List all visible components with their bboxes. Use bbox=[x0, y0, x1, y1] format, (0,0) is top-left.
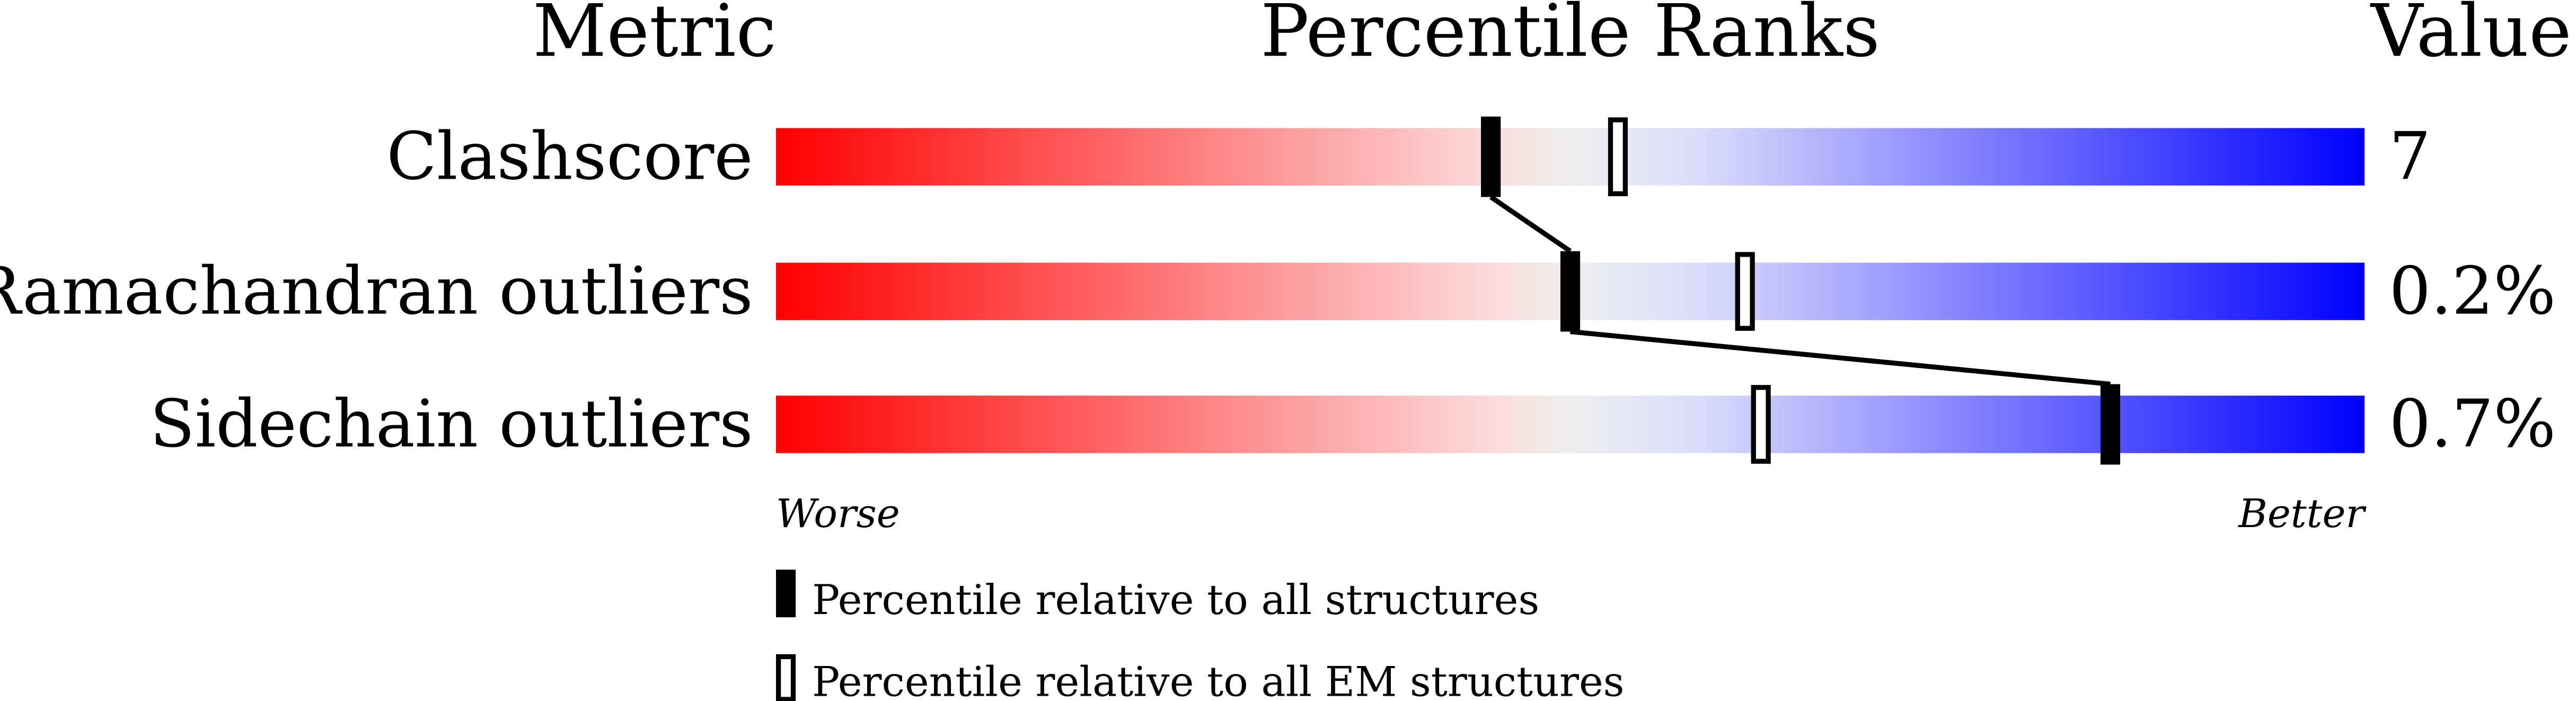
metric-value: 0.7% bbox=[2389, 386, 2556, 462]
legend-filled-marker bbox=[776, 569, 796, 618]
header-metric: Metric bbox=[533, 0, 777, 73]
axis-label-worse: Worse bbox=[776, 490, 900, 537]
all-percentile-marker bbox=[1481, 116, 1501, 197]
metric-label: Clashscore bbox=[386, 118, 753, 195]
all-percentile-marker bbox=[2100, 384, 2121, 465]
metric-label: Sidechain outliers bbox=[150, 386, 753, 462]
legend-label-all: Percentile relative to all structures bbox=[812, 576, 1539, 624]
metric-value: 0.2% bbox=[2389, 253, 2556, 329]
header-value: Value bbox=[2370, 0, 2572, 73]
legend-label-em: Percentile relative to all EM structures bbox=[812, 659, 1624, 701]
percentile-bar bbox=[776, 396, 2365, 453]
em-percentile-marker bbox=[1608, 117, 1628, 196]
em-percentile-marker bbox=[1751, 385, 1771, 464]
metric-label: Ramachandran outliers bbox=[0, 253, 753, 329]
header-percentile-ranks: Percentile Ranks bbox=[1260, 0, 1880, 73]
metric-value: 7 bbox=[2389, 118, 2431, 195]
all-percentile-marker bbox=[1560, 251, 1581, 332]
legend-open-marker bbox=[776, 654, 796, 701]
connector-line bbox=[1489, 195, 1572, 253]
percentile-bar bbox=[776, 128, 2365, 186]
connector-line bbox=[1570, 329, 2111, 387]
axis-label-better: Better bbox=[2237, 490, 2367, 537]
em-percentile-marker bbox=[1735, 252, 1755, 331]
